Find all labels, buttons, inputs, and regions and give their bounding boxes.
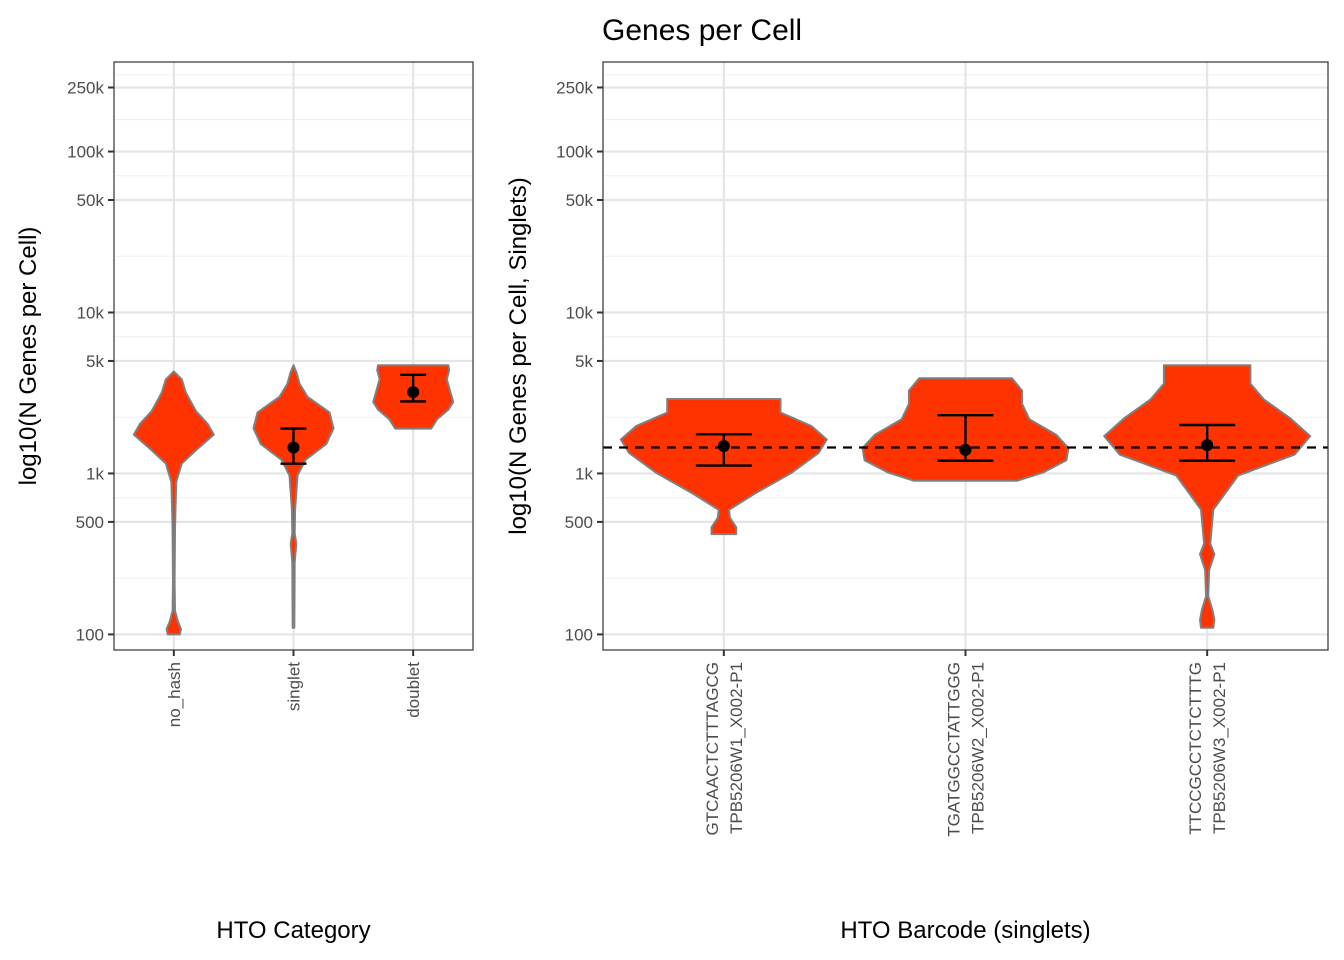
violin-shape	[1103, 364, 1312, 629]
y-tick-label: 1k	[575, 464, 593, 483]
x-axis-title: HTO Category	[216, 917, 370, 944]
y-tick-label: 500	[565, 513, 593, 532]
hto-category-panel: 100 500 1k 5k 10k 50k 100k 250k no_hash singlet do…	[15, 61, 474, 944]
y-tick-label: 1k	[86, 464, 104, 483]
x-tick-label: TTCCGCCTCTCTTTG	[1186, 662, 1205, 835]
y-tick-label: 5k	[575, 352, 593, 371]
y-tick-label: 250k	[556, 78, 593, 97]
x-tick-label: GTCAACTCTTTAGCG	[703, 662, 722, 835]
mean-point	[407, 386, 420, 399]
x-tick-label: singlet	[285, 662, 304, 711]
y-tick-label: 100k	[67, 143, 104, 162]
y-axis-title: log10(N Genes per Cell)	[15, 227, 42, 486]
y-tick-label: 100	[565, 625, 593, 644]
y-tick-label: 100	[76, 625, 104, 644]
x-tick-label: TGATGGCCTATTGGG	[945, 662, 964, 837]
y-tick-label: 5k	[86, 352, 104, 371]
figure-title: Genes per Cell	[602, 14, 802, 47]
violin-shape	[252, 364, 335, 629]
y-tick-label: 50k	[566, 191, 594, 210]
x-tick-label: no_hash	[165, 662, 184, 727]
mean-point	[717, 440, 730, 453]
x-tick-label: TPB5206W2_X002-P1	[969, 662, 988, 834]
x-axis-title: HTO Barcode (singlets)	[840, 917, 1090, 944]
y-tick-label: 10k	[566, 303, 594, 322]
y-tick-label: 250k	[67, 78, 104, 97]
y-tick-label: 10k	[77, 303, 105, 322]
y-tick-label: 100k	[556, 143, 593, 162]
x-tick-label: doublet	[404, 662, 423, 718]
violin-shape	[132, 370, 215, 636]
x-tick-label: TPB5206W1_X002-P1	[727, 662, 746, 834]
hto-barcode-panel: 100 500 1k 5k 10k 50k 100k 250k GTCAACTCTTTAGCG T…	[505, 61, 1329, 944]
y-tick-label: 500	[76, 513, 104, 532]
y-axis-title: log10(N Genes per Cell, Singlets)	[505, 177, 532, 535]
mean-point	[959, 443, 972, 456]
x-tick-label: TPB5206W3_X002-P1	[1210, 662, 1229, 834]
mean-point	[1201, 439, 1214, 452]
mean-point	[287, 441, 300, 454]
y-tick-label: 50k	[77, 191, 105, 210]
